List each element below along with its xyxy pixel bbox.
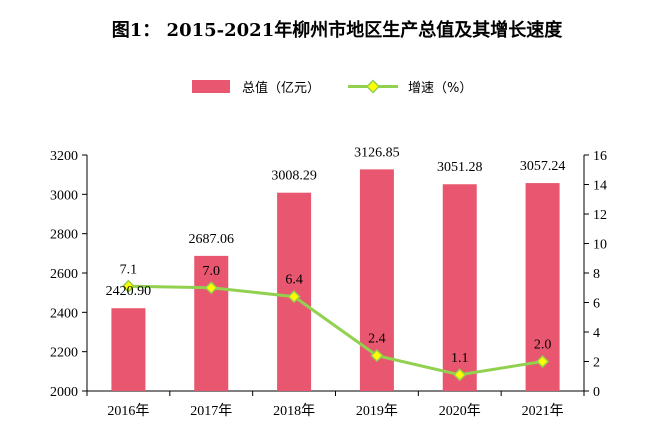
legend-bar-label: 总值（亿元）: [242, 80, 320, 96]
bar-value-label: 2420.90: [106, 284, 152, 299]
right-tick-label: 12: [593, 208, 607, 223]
legend-line-marker: [365, 79, 381, 94]
growth-marker: [287, 290, 301, 304]
left-tick-label: 2600: [50, 267, 78, 282]
bar-value-label: 3008.29: [271, 169, 317, 184]
right-tick-label: 4: [593, 326, 600, 341]
growth-marker: [536, 354, 550, 369]
right-tick-label: 16: [593, 149, 607, 164]
left-tick-label: 2400: [50, 306, 78, 321]
right-tick-label: 14: [593, 179, 607, 194]
x-tick-label: 2021年: [522, 403, 564, 419]
left-tick-label: 2800: [50, 228, 78, 243]
growth-value-label: 2.0: [534, 338, 552, 353]
bar-series: [111, 169, 560, 391]
growth-line: [128, 284, 543, 377]
axes: 2000 2200 2400 2600 2800 3000 3200 0 2 4 6 8 10 12 14 1…: [50, 149, 607, 419]
growth-value-label: 7.1: [120, 262, 138, 277]
bar-value-label: 3051.28: [437, 160, 483, 175]
x-tick-label: 2019年: [356, 403, 398, 419]
left-tick-label: 3000: [50, 188, 78, 203]
left-tick-label: 2000: [50, 385, 78, 400]
chart-title: 图1： 2015-2021年柳州市地区生产总值及其增长速度: [112, 19, 563, 41]
growth-value-label: 6.4: [285, 273, 303, 288]
right-tick-label: 10: [593, 238, 607, 253]
legend: 总值（亿元） 增速（%）: [192, 79, 472, 96]
growth-value-label: 1.1: [451, 351, 469, 366]
legend-bar-swatch: [192, 80, 230, 93]
bar: [194, 255, 229, 391]
right-tick-label: 6: [593, 297, 600, 312]
bar-value-label: 2687.06: [189, 232, 235, 247]
legend-line-label: 增速（%）: [408, 81, 472, 96]
growth-value-label: 2.4: [368, 332, 386, 347]
right-tick-label: 2: [593, 356, 600, 371]
bar: [442, 184, 477, 391]
right-tick-label: 0: [593, 385, 600, 400]
growth-marker: [370, 349, 384, 363]
x-tick-label: 2017年: [190, 403, 232, 419]
x-tick-label: 2018年: [273, 403, 315, 419]
growth-marker: [121, 279, 135, 293]
growth-marker: [204, 281, 218, 295]
x-tick-label: 2016年: [107, 403, 149, 419]
bar: [111, 308, 146, 391]
left-tick-label: 2200: [50, 346, 78, 361]
bar-value-label: 3126.85: [354, 145, 400, 160]
line-series: [121, 279, 550, 382]
x-tick-label: 2020年: [439, 403, 481, 419]
growth-marker: [453, 368, 467, 382]
bar-value-label: 3057.24: [520, 159, 566, 174]
growth-value-label: 7.0: [203, 264, 221, 279]
left-tick-label: 3200: [50, 149, 78, 164]
right-tick-label: 8: [593, 267, 600, 282]
data-labels: 2420.90 2687.06 3008.29 3126.85 3051.28 3057.…: [106, 145, 566, 365]
